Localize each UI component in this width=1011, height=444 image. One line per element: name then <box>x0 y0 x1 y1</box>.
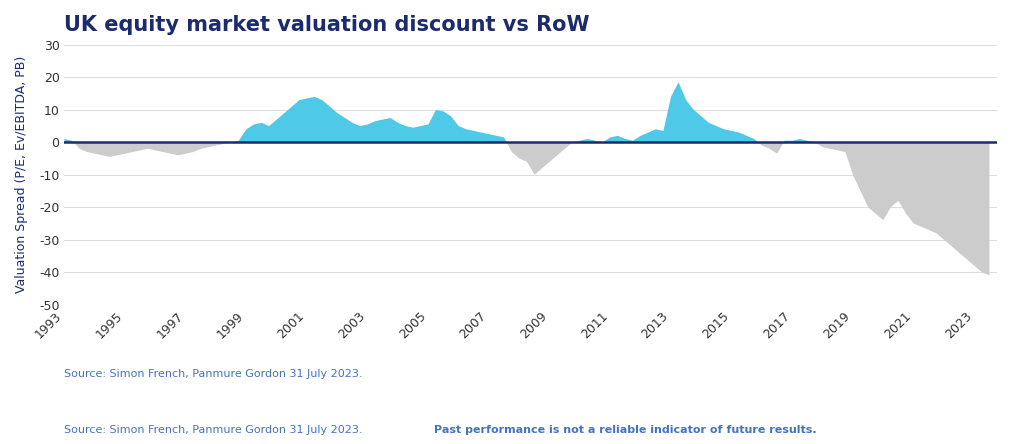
Text: Source: Simon French, Panmure Gordon 31 July 2023.: Source: Simon French, Panmure Gordon 31 … <box>65 425 366 435</box>
Text: Past performance is not a reliable indicator of future results.: Past performance is not a reliable indic… <box>434 425 816 435</box>
Text: Source: Simon French, Panmure Gordon 31 July 2023.: Source: Simon French, Panmure Gordon 31 … <box>65 369 366 379</box>
Y-axis label: Valuation Spread (P/E, Ev/EBITDA, PB): Valuation Spread (P/E, Ev/EBITDA, PB) <box>15 56 28 293</box>
Text: UK equity market valuation discount vs RoW: UK equity market valuation discount vs R… <box>65 15 589 35</box>
